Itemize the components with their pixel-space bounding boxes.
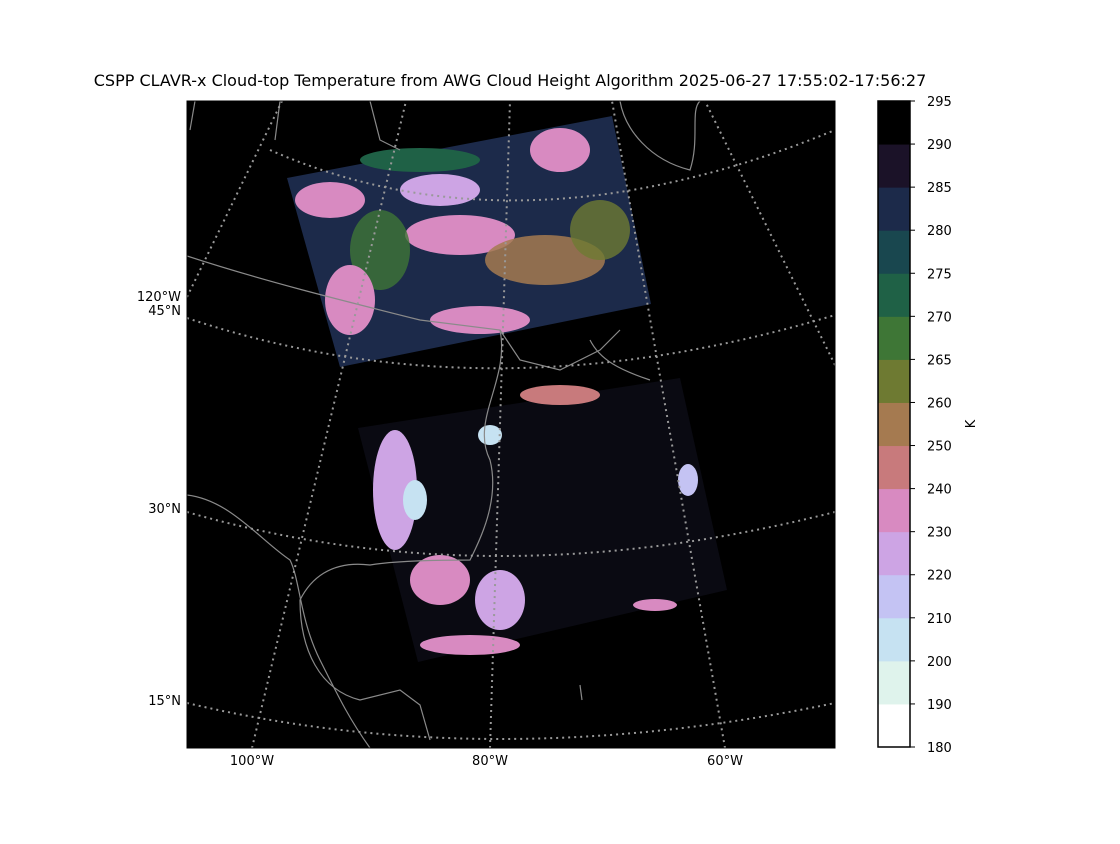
colorbar-segment: [878, 445, 910, 490]
colorbar-tick-label: 180: [927, 741, 952, 756]
lon-label: 120°W: [137, 290, 181, 305]
colorbar-segment: [878, 660, 910, 705]
colorbar-segment: [878, 617, 910, 662]
colorbar-tick-label: 275: [927, 267, 952, 282]
colorbar-segment: [878, 531, 910, 576]
lon-label: 60°W: [707, 754, 743, 769]
colorbar-frame: [877, 100, 911, 748]
lat-label: 30°N: [148, 502, 181, 517]
colorbar-tick-label: 285: [927, 181, 952, 196]
colorbar-tick-label: 270: [927, 310, 952, 325]
colorbar-tick-label: 250: [927, 440, 952, 455]
colorbar-tick-label: 220: [927, 569, 952, 584]
colorbar-segment: [878, 230, 910, 274]
colorbar-tick-label: 200: [927, 655, 952, 670]
colorbar-segment: [878, 101, 910, 145]
lat-label: 45°N: [148, 304, 181, 319]
colorbar-segment: [878, 488, 910, 533]
colorbar-segment: [878, 359, 910, 403]
colorbar-segment: [878, 703, 910, 748]
lat-label: 15°N: [148, 694, 181, 709]
lon-label: 100°W: [230, 754, 274, 769]
colorbar-segment: [878, 144, 910, 188]
colorbar-segment: [878, 316, 910, 360]
colorbar-segment: [878, 187, 910, 231]
colorbar-tick-label: 230: [927, 526, 952, 541]
colorbar-tick-label: 290: [927, 138, 952, 153]
colorbar-segment: [878, 273, 910, 317]
colorbar-tick-label: 240: [927, 483, 952, 498]
graticule: [187, 101, 835, 748]
coastlines: [187, 101, 701, 748]
colorbar-tick-label: 190: [927, 698, 952, 713]
colorbar-tick-label: 260: [927, 396, 952, 411]
colorbar-label: K: [964, 419, 979, 428]
colorbar: 180 190 200 210 220 230 240 250 260 265 270 275 280 2…: [877, 95, 979, 756]
lon-label: 80°W: [472, 754, 508, 769]
colorbar-tick-label: 280: [927, 224, 952, 239]
map: [187, 101, 835, 748]
cloud-patches: [295, 128, 698, 655]
colorbar-segment: [878, 574, 910, 619]
colorbar-tick-label: 265: [927, 353, 952, 368]
colorbar-tick-label: 210: [927, 612, 952, 627]
colorbar-segment: [878, 402, 910, 447]
colorbar-tick-label: 295: [927, 95, 952, 110]
map-frame: [186, 100, 836, 749]
title: CSPP CLAVR-x Cloud-top Temperature from …: [94, 71, 927, 90]
